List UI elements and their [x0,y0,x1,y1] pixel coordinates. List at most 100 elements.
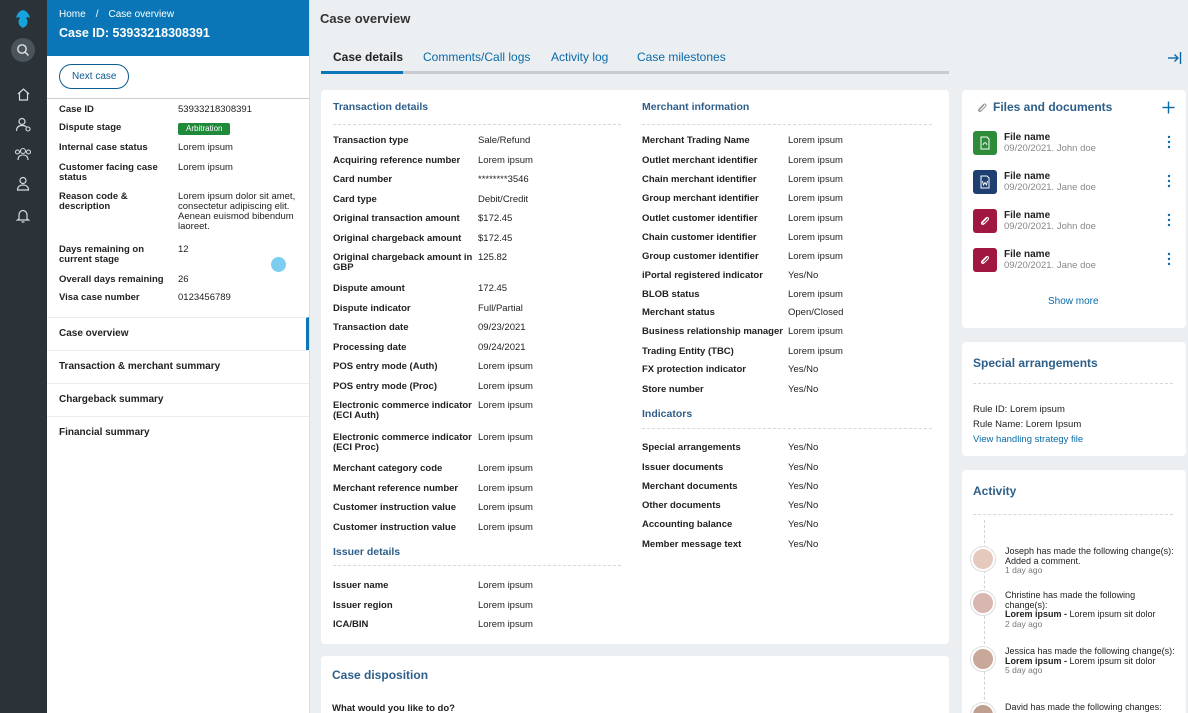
breadcrumb-home[interactable]: Home [59,9,86,20]
tab-comments-call-logs[interactable]: Comments/Call logs [423,50,531,64]
more-options-icon[interactable] [1166,134,1172,150]
paperclip-icon [977,103,987,113]
case-details-card: Transaction details Transaction type Sale… [321,90,949,644]
field-label: Overall days remaining [59,274,164,285]
detail-value: Yes/No [788,270,819,281]
team-icon[interactable] [13,144,33,164]
activity-description: David has made the following changes: [1005,702,1162,712]
avatar [971,591,995,615]
activity-title: Activity [973,484,1017,498]
activity-change-label: Lorem ipsum - [1005,655,1068,666]
detail-value: Full/Partial [478,303,523,314]
detail-label: Issuer documents [642,462,724,473]
tab-case-milestones[interactable]: Case milestones [637,50,726,64]
nav-transaction-merchant-summary[interactable]: Transaction & merchant summary [47,350,309,383]
detail-label: Outlet customer identifier [642,213,758,224]
next-case-button[interactable]: Next case [59,64,130,89]
files-documents-title: Files and documents [993,100,1113,114]
export-icon[interactable] [1166,50,1182,66]
tab-case-details[interactable]: Case details [333,50,404,64]
field-label: Case ID [59,104,94,115]
detail-value: 125.82 [478,252,508,263]
detail-value: Lorem ipsum [478,502,533,513]
file-item[interactable]: File name 09/20/2021. Jane doe [973,170,1176,204]
case-header: Home / Case overview Case ID: 5393321830… [47,0,309,56]
activity-text: Jessica has made the following change(s)… [1005,646,1180,676]
detail-label: Transaction type [333,135,409,146]
file-item[interactable]: File name 09/20/2021. John doe [973,209,1176,243]
detail-value: Lorem ipsum [478,580,533,591]
show-more-link[interactable]: Show more [1048,296,1099,307]
detail-label: Original chargeback amount [333,233,462,244]
detail-label: Original chargeback amount in GBP [333,252,473,273]
add-file-icon[interactable] [1162,101,1175,114]
more-options-icon[interactable] [1166,173,1172,189]
search-icon[interactable] [11,38,35,62]
file-item[interactable]: File name 09/20/2021. John doe [973,131,1176,165]
divider [973,383,1173,384]
breadcrumb-current: Case overview [108,9,175,20]
detail-label: Processing date [333,342,407,353]
detail-label: Card number [333,174,393,185]
detail-value: Lorem ipsum [788,155,843,166]
case-disposition-title: Case disposition [332,668,429,682]
avatar [971,703,995,713]
field-label: Days remaining on current stage [59,244,144,265]
divider [973,514,1173,515]
field-label: Reason code & description [59,191,128,212]
detail-label: Customer instruction value [333,522,456,533]
detail-label: POS entry mode (Auth) [333,361,438,372]
detail-value: Lorem ipsum [788,289,843,300]
detail-label: Merchant status [642,307,715,318]
field-label: Internal case status [59,142,148,153]
detail-label: FX protection indicator [642,364,746,375]
bell-icon[interactable] [13,205,33,225]
detail-value: Yes/No [788,481,819,492]
detail-value: Yes/No [788,519,819,530]
activity-text: Christine has made the following change(… [1005,590,1180,629]
profile-icon[interactable] [13,173,33,193]
eagle-logo-icon[interactable] [12,8,34,30]
issuer-details-title: Issuer details [333,546,401,558]
nav-case-overview[interactable]: Case overview [47,317,309,350]
detail-label: Group customer identifier [642,251,759,262]
file-name: File name [1004,210,1051,221]
activity-time: 1 day ago [1005,565,1043,575]
case-id-title: Case ID: 53933218308391 [59,26,210,40]
detail-label: iPortal registered indicator [642,270,763,281]
status-badge: Arbitration [178,123,231,135]
file-name: File name [1004,249,1051,260]
detail-value: Open/Closed [788,307,844,318]
page-title: Case overview [320,11,411,26]
more-options-icon[interactable] [1166,251,1172,267]
case-panel: Home / Case overview Case ID: 5393321830… [47,0,310,713]
nav-chargeback-summary[interactable]: Chargeback summary [47,383,309,416]
user-settings-icon[interactable] [13,114,33,134]
detail-label: Customer instruction value [333,502,456,513]
detail-label: Accounting balance [642,519,733,530]
indicators-title: Indicators [642,408,693,420]
detail-value: Lorem ipsum [478,432,533,443]
detail-label: Store number [642,384,704,395]
detail-value: 172.45 [478,283,508,294]
detail-value: Lorem ipsum [478,619,533,630]
divider [642,428,932,429]
transaction-details-title: Transaction details [333,101,429,113]
more-options-icon[interactable] [1166,212,1172,228]
home-icon[interactable] [13,84,33,104]
attachment-icon [973,209,997,233]
field-value: 26 [178,274,189,285]
file-meta: 09/20/2021. John doe [1004,221,1096,232]
view-handling-strategy-link[interactable]: View handling strategy file [973,434,1084,445]
file-item[interactable]: File name 09/20/2021. Jane doe [973,248,1176,282]
file-meta: 09/20/2021. Jane doe [1004,260,1096,271]
detail-label: Special arrangements [642,442,741,453]
nav-financial-summary[interactable]: Financial summary [47,416,309,449]
detail-value: Lorem ipsum [478,522,533,533]
attachment-icon [973,248,997,272]
detail-value: $172.45 [478,213,513,224]
detail-label: Chain customer identifier [642,232,757,243]
detail-label: Card type [333,194,377,205]
tab-activity-log[interactable]: Activity log [551,50,609,64]
field-label: Customer facing case status [59,162,158,183]
